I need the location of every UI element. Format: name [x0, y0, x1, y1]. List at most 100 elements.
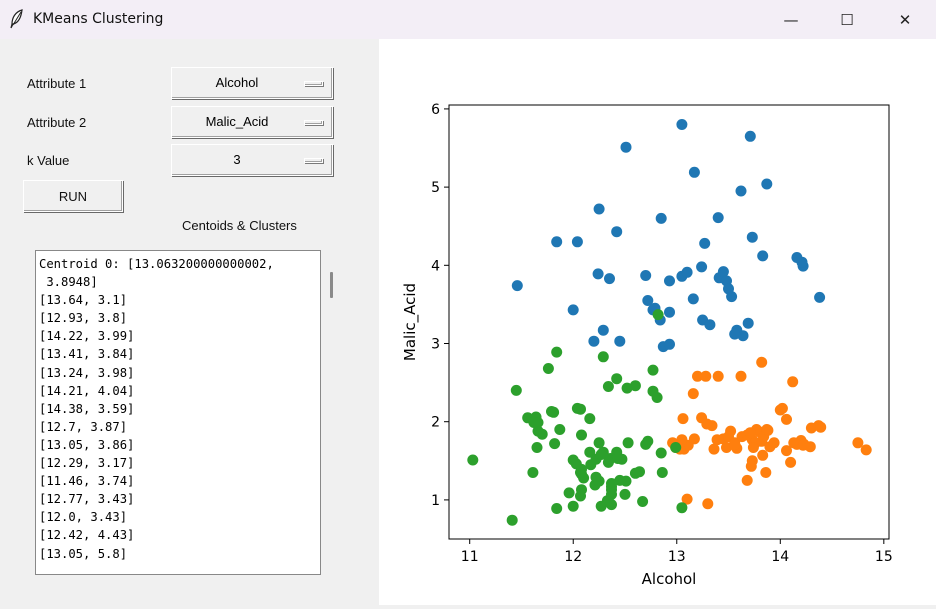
- y-tick-label: 2: [431, 415, 440, 431]
- cluster-0-point: [511, 280, 523, 292]
- cluster-2-point: [637, 496, 649, 507]
- attribute-1-select[interactable]: Alcohol: [171, 67, 333, 99]
- cluster-1-point: [677, 413, 689, 425]
- cluster-2-point: [602, 381, 614, 392]
- cluster-0-point: [567, 304, 579, 316]
- results-label: Centoids & Clusters: [182, 218, 297, 233]
- cluster-2-point: [551, 346, 563, 358]
- cluster-1-point: [760, 467, 772, 478]
- cluster-1-point: [681, 493, 693, 505]
- cluster-2-point: [595, 449, 607, 460]
- cluster-2-point: [606, 499, 617, 511]
- k-value-value: 3: [233, 152, 241, 167]
- minimize-button[interactable]: —: [762, 0, 820, 39]
- cluster-2-point: [554, 424, 566, 435]
- result-line: [12.0, 3.43]: [39, 510, 128, 525]
- cluster-1-point: [757, 449, 769, 461]
- x-tick-label: 11: [461, 549, 479, 565]
- cluster-1-point: [774, 404, 786, 416]
- cluster-0-point: [676, 119, 688, 130]
- cluster-2-point: [575, 403, 586, 415]
- cluster-2-point: [597, 351, 609, 363]
- results-scrollbar[interactable]: [330, 272, 333, 298]
- dropdown-indicator-icon: [304, 81, 323, 86]
- cluster-2-point: [570, 458, 582, 470]
- cluster-1-point: [701, 418, 713, 430]
- close-button[interactable]: ✕: [876, 0, 934, 39]
- attribute-1-label: Attribute 1: [27, 76, 87, 91]
- cluster-0-point: [744, 130, 756, 142]
- cluster-1-point: [804, 441, 816, 453]
- y-axis-label: Malic_Acid: [401, 283, 420, 361]
- cluster-1-point: [785, 456, 797, 468]
- cluster-0-point: [735, 185, 747, 197]
- result-line: [14.21, 4.04]: [39, 383, 135, 398]
- cluster-2-point: [676, 502, 688, 514]
- cluster-0-point: [642, 295, 654, 306]
- result-line: [12.77, 3.43]: [39, 492, 135, 507]
- cluster-2-point: [647, 364, 659, 376]
- cluster-0-point: [597, 324, 609, 336]
- result-line: [14.38, 3.59]: [39, 401, 135, 416]
- cluster-2-point: [602, 456, 614, 468]
- cluster-0-point: [614, 335, 626, 347]
- cluster-2-point: [584, 413, 596, 425]
- cluster-2-point: [536, 428, 548, 440]
- control-panel: Attribute 1 Alcohol Attribute 2 Malic_Ac…: [0, 39, 379, 605]
- cluster-0-point: [551, 236, 563, 248]
- y-tick-label: 1: [431, 493, 440, 509]
- maximize-button[interactable]: ☐: [818, 0, 876, 39]
- cluster-0-point: [611, 226, 623, 238]
- dropdown-indicator-icon: [304, 158, 323, 163]
- cluster-0-point: [655, 212, 667, 224]
- cluster-2-point: [531, 442, 543, 453]
- result-line: [13.24, 3.98]: [39, 365, 135, 380]
- cluster-1-point: [687, 388, 699, 400]
- close-icon: ✕: [898, 10, 912, 29]
- cluster-2-point: [656, 467, 668, 478]
- cluster-1-point: [712, 370, 724, 382]
- feather-icon: [10, 9, 23, 29]
- cluster-1-point: [756, 356, 768, 368]
- cluster-2-point: [606, 478, 617, 489]
- cluster-1-point: [815, 421, 827, 433]
- cluster-1-point: [688, 433, 700, 445]
- cluster-1-point: [781, 445, 792, 457]
- x-tick-label: 14: [771, 549, 789, 565]
- cluster-2-point: [549, 438, 561, 450]
- cluster-2-point: [576, 429, 587, 441]
- cluster-0-point: [592, 268, 604, 280]
- cluster-2-point: [510, 384, 522, 396]
- run-button[interactable]: RUN: [23, 180, 123, 212]
- cluster-0-point: [699, 237, 711, 249]
- cluster-2-point: [652, 309, 664, 321]
- cluster-2-point: [611, 373, 623, 385]
- attribute-2-select[interactable]: Malic_Acid: [171, 106, 333, 138]
- cluster-2-point: [620, 475, 632, 487]
- cluster-0-point: [729, 328, 741, 340]
- y-tick-label: 4: [431, 258, 440, 274]
- result-line: Centroid 0: [13.063200000000002,: [39, 257, 274, 271]
- x-tick-label: 15: [875, 549, 893, 565]
- plot-frame: [448, 104, 890, 540]
- cluster-2-point: [593, 475, 605, 487]
- cluster-0-point: [588, 335, 600, 347]
- cluster-1-point: [768, 437, 780, 449]
- cluster-1-point: [745, 460, 757, 472]
- cluster-2-point: [616, 453, 628, 465]
- cluster-0-point: [664, 306, 675, 318]
- y-tick-label: 5: [431, 180, 440, 196]
- k-value-select[interactable]: 3: [171, 144, 333, 176]
- result-line: [12.42, 4.43]: [39, 528, 135, 543]
- cluster-2-point: [621, 382, 633, 394]
- results-textbox[interactable]: Centroid 0: [13.063200000000002, 3.8948]…: [35, 250, 321, 575]
- cluster-1-point: [708, 443, 720, 455]
- cluster-0-point: [664, 338, 675, 350]
- cluster-2-point: [655, 447, 667, 459]
- result-line: [13.41, 3.84]: [39, 347, 135, 362]
- attribute-2-label: Attribute 2: [27, 115, 87, 130]
- cluster-1-point: [787, 376, 799, 388]
- cluster-2-point: [548, 406, 560, 418]
- cluster-2-point: [551, 503, 563, 514]
- cluster-0-point: [791, 252, 803, 263]
